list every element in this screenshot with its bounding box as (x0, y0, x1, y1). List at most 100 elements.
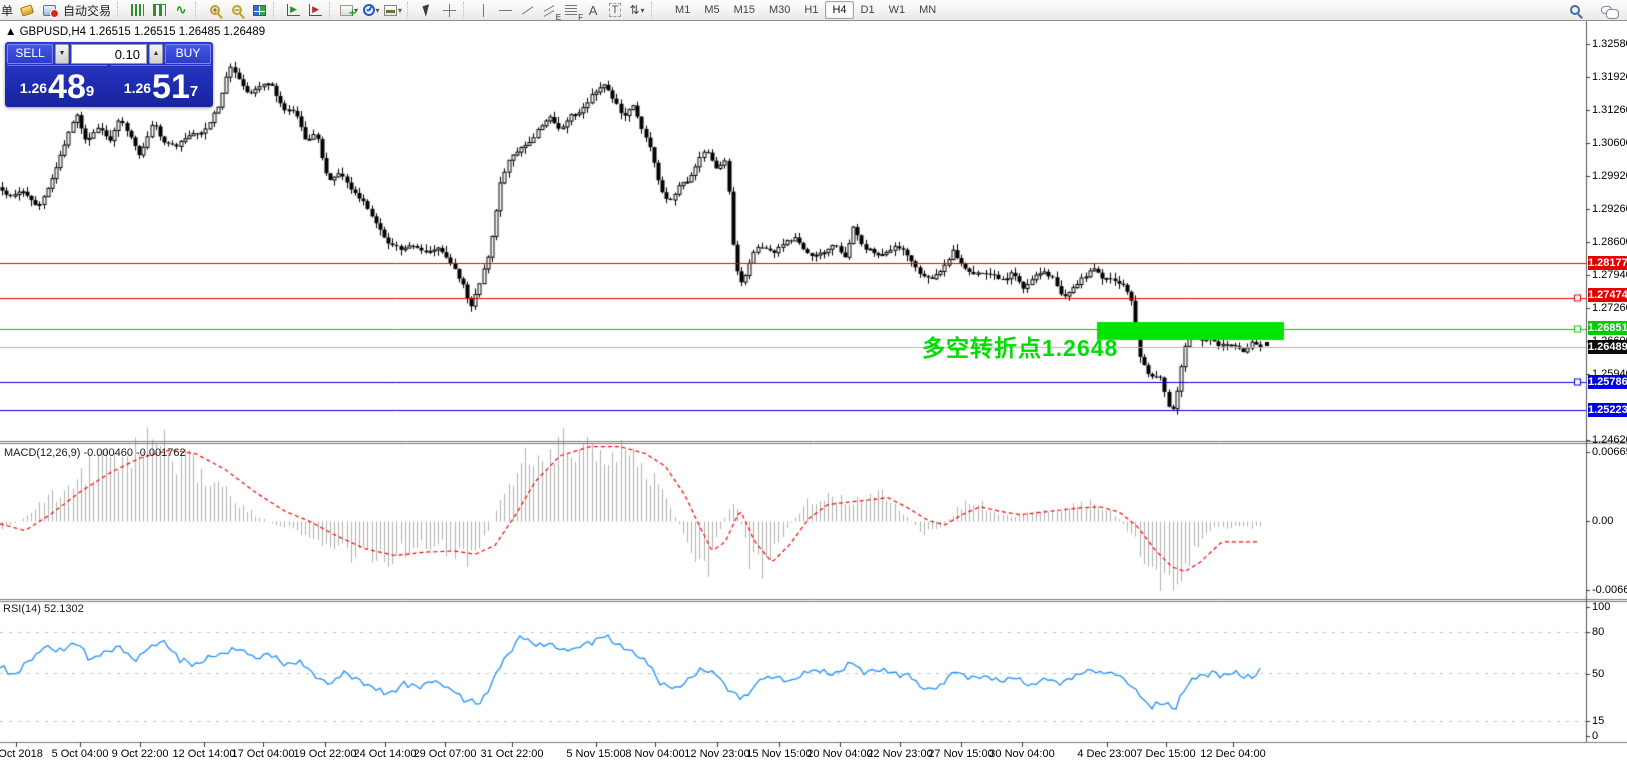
timeframe-button-MN[interactable]: MN (919, 4, 937, 16)
auto-scroll-button[interactable]: ▶ (283, 1, 303, 19)
rsi-tick-label: 100 (1592, 601, 1611, 613)
price-tick-label: 1.27260 (1592, 302, 1627, 314)
new-order-button[interactable]: 单 (1, 3, 14, 18)
toolbar-separator (195, 2, 201, 18)
bar-chart-icon (130, 4, 144, 16)
arrows-button[interactable]: ⇅ ▾ (627, 1, 647, 19)
sell-button[interactable]: SELL (7, 44, 53, 64)
periods-button[interactable]: ▾ (361, 1, 381, 19)
line-chart-button[interactable]: ∿ (175, 2, 187, 17)
timeframe-button-M30[interactable]: M30 (769, 4, 791, 16)
add-indicator-icon (340, 4, 356, 20)
time-tick-label: 15 Nov 15:00 (746, 748, 812, 760)
time-tick-label: 9 Oct 22:00 (111, 748, 169, 760)
timeframe-button-M15[interactable]: M15 (733, 4, 755, 16)
panel-price-row: 1.26 48 9 1.26 51 7 (5, 64, 213, 107)
price-badge-1.25786: 1.25786 (1588, 375, 1627, 389)
fibonacci-button[interactable]: F (561, 1, 583, 20)
timeframe-button-M5[interactable]: M5 (704, 4, 720, 16)
autotrading-button[interactable] (39, 1, 59, 19)
collapse-arrow-icon[interactable]: ▲ (5, 26, 20, 38)
panel-top-row: SELL ▼ ▲ BUY (7, 44, 211, 64)
rsi-tick-label: 50 (1592, 668, 1605, 680)
zoom-in-button[interactable]: + (205, 1, 225, 19)
timeframe-button-M1[interactable]: M1 (675, 4, 691, 16)
chevron-down-icon: ▾ (375, 5, 380, 15)
buy-price-prefix: 1.26 (123, 80, 152, 96)
time-tick-label: 7 Dec 15:00 (1136, 748, 1196, 760)
channel-sub-letter: E (555, 13, 562, 21)
time-tick-label: 31 Oct 22:00 (480, 748, 544, 760)
toolbar-separator (329, 2, 335, 18)
price-badge-1.28177: 1.28177 (1588, 256, 1627, 270)
time-tick-label: 12 Dec 04:00 (1200, 748, 1266, 760)
fibonacci-icon (565, 5, 578, 15)
time-tick-label: 12 Nov 23:00 (684, 748, 750, 760)
timeframe-button-D1[interactable]: D1 (860, 4, 875, 16)
macd-tick-label: 0.006659 (1592, 446, 1627, 458)
chat-button[interactable] (1596, 1, 1619, 19)
sell-price-pip: 9 (85, 83, 95, 100)
text-label-button[interactable]: T (605, 1, 625, 19)
vertical-line-button[interactable] (473, 1, 493, 19)
buy-price-pip: 7 (189, 83, 199, 100)
crosshair-button[interactable] (439, 1, 459, 19)
channel-button[interactable]: E (539, 1, 562, 21)
price-tick-label: 1.28600 (1592, 236, 1627, 248)
price-badge-1.26851: 1.26851 (1588, 321, 1627, 335)
horizontal-line-button[interactable] (495, 1, 515, 19)
chart-shift-icon: ▶ (308, 4, 322, 16)
volume-down-button[interactable]: ▼ (55, 44, 69, 64)
price-badge-1.27474: 1.27474 (1588, 288, 1627, 302)
price-tick-label: 1.29260 (1592, 203, 1627, 215)
sell-price-prefix: 1.26 (19, 80, 48, 96)
toolbar-separator (463, 2, 469, 18)
autotrading-label[interactable]: 自动交易 (63, 3, 112, 18)
candle-chart-button[interactable] (149, 1, 169, 19)
time-tick-label: 12 Oct 14:00 (172, 748, 236, 760)
chevron-down-icon: ▾ (398, 5, 403, 15)
tile-windows-button[interactable] (249, 1, 269, 19)
toolbar-separator (651, 2, 657, 18)
bar-chart-button[interactable] (127, 1, 147, 19)
price-tick-label: 1.31260 (1592, 104, 1627, 116)
text-tool-button[interactable]: A (588, 2, 598, 18)
price-tag-icon (19, 3, 35, 17)
chart-shift-button[interactable]: ▶ (305, 1, 325, 19)
chart-annotation-text[interactable]: 多空转折点1.2648 (922, 335, 1119, 361)
time-tick-label: 4 Dec 23:00 (1077, 748, 1137, 760)
volume-input[interactable] (71, 44, 147, 64)
toolbar: 单 自动交易 ∿ + − ▶ ▶ ▾ ▾ ▾ E F A T ⇅▾ M1 M5 M1… (0, 0, 1627, 21)
time-tick-label: 5 Nov 15:00 (566, 748, 626, 760)
timeframe-button-H4[interactable]: H4 (825, 1, 854, 19)
time-tick-label: 30 Nov 04:00 (989, 748, 1055, 760)
trendline-button[interactable] (517, 1, 537, 19)
zoom-out-button[interactable]: − (227, 1, 247, 19)
sell-price[interactable]: 1.26 48 9 (7, 65, 107, 107)
timeframe-button-H1[interactable]: H1 (804, 4, 819, 16)
timeframe-button-W1[interactable]: W1 (888, 4, 906, 16)
templates-button[interactable]: ▾ (383, 1, 403, 19)
price-tick-label: 1.29920 (1592, 170, 1627, 182)
auto-scroll-icon: ▶ (286, 4, 300, 16)
buy-price[interactable]: 1.26 51 7 (111, 65, 211, 107)
buy-button[interactable]: BUY (165, 44, 211, 64)
order-icon[interactable] (17, 1, 37, 19)
rsi-tick-label: 0 (1592, 730, 1599, 742)
cursor-button[interactable] (417, 1, 437, 19)
symbol-header: ▲ GBPUSD,H4 1.26515 1.26515 1.26485 1.26… (5, 26, 265, 38)
trendline-icon (521, 4, 534, 17)
price-tick-label: 1.30600 (1592, 137, 1627, 149)
rsi-tick-label: 15 (1592, 715, 1605, 727)
indicators-button[interactable]: ▾ (339, 1, 359, 20)
price-badge-1.26489: 1.26489 (1588, 340, 1627, 354)
search-button[interactable] (1565, 1, 1585, 19)
tile-windows-icon (252, 4, 266, 16)
price-badge-1.25223: 1.25223 (1588, 403, 1627, 417)
time-tick-label: 29 Oct 07:00 (413, 748, 477, 760)
volume-up-button[interactable]: ▲ (149, 44, 163, 64)
